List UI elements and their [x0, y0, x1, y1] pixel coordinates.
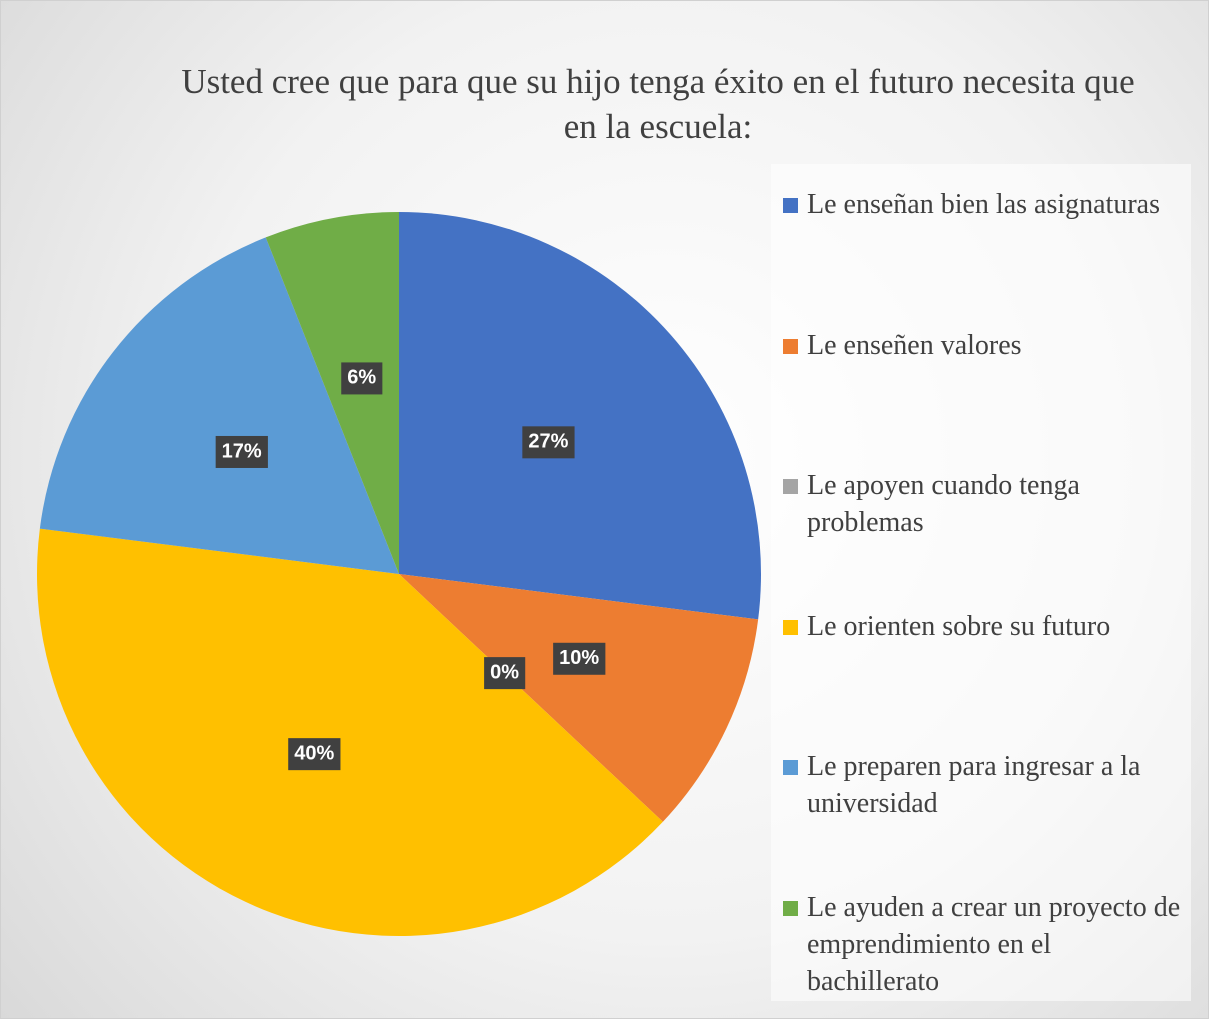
data-label-text: 6%	[347, 367, 376, 389]
legend-label: Le ayuden a crear un proyecto de emprend…	[807, 891, 1181, 997]
data-label-box	[522, 426, 575, 459]
legend-label: Le enseñan bien las asignaturas	[807, 189, 1160, 220]
legend-label: Le apoyen cuando tenga problemas	[807, 470, 1080, 538]
legend-swatch	[783, 338, 798, 354]
legend-swatch	[783, 479, 798, 494]
data-label-box	[341, 362, 383, 395]
pie-slice	[399, 574, 759, 822]
data-label-box	[484, 657, 526, 690]
data-label: 17%	[215, 435, 268, 468]
pie-slice	[399, 212, 761, 620]
pie-slice	[265, 212, 399, 574]
pie-slice	[36, 528, 663, 936]
legend-swatch	[783, 900, 798, 916]
legend-label: Le orienten sobre su futuro	[807, 610, 1111, 642]
legend-swatch	[783, 760, 798, 775]
data-label-text: 27%	[528, 431, 568, 453]
data-label: 10%	[553, 642, 606, 675]
pie-slice	[39, 237, 399, 575]
legend-swatch	[783, 619, 798, 635]
data-label-text: 40%	[294, 742, 334, 764]
data-label: 0%	[484, 657, 526, 690]
legend: Le enseñan bien las asignaturas Le enseñe…	[771, 164, 1191, 1001]
data-label: 27%	[522, 426, 575, 459]
legend-label: Le enseñen valores	[807, 329, 1022, 361]
pie-area: 27% 10% 0% 40% 17% 6%	[36, 212, 761, 936]
data-label-box	[553, 642, 606, 675]
legend-swatch	[783, 198, 798, 213]
data-label-box	[215, 435, 268, 468]
legend-label: Le preparen para ingresar a la universid…	[807, 751, 1141, 819]
data-label: 6%	[341, 362, 383, 395]
data-label-text: 10%	[559, 647, 599, 669]
data-label-text: 17%	[222, 440, 262, 462]
data-label-text: 0%	[490, 661, 519, 683]
data-label: 40%	[288, 738, 341, 771]
data-label-box	[288, 738, 341, 771]
chart-title: Usted cree que para que su hijo tenga éx…	[181, 62, 1135, 146]
